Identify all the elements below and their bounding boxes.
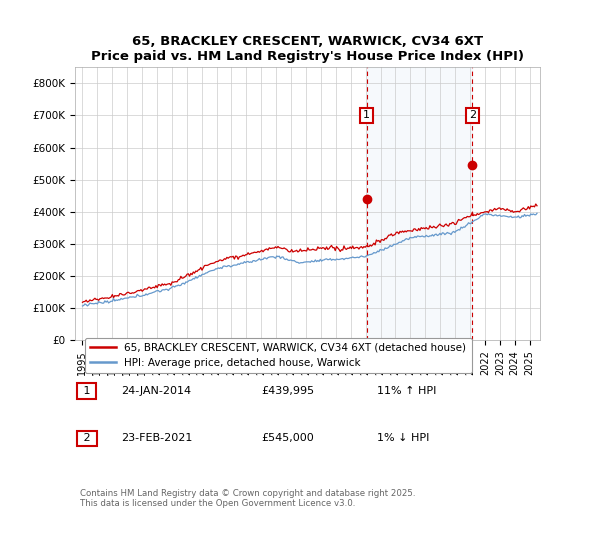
Text: 2: 2 bbox=[80, 433, 94, 444]
Text: Contains HM Land Registry data © Crown copyright and database right 2025.
This d: Contains HM Land Registry data © Crown c… bbox=[80, 489, 415, 508]
Text: 23-FEB-2021: 23-FEB-2021 bbox=[121, 433, 193, 444]
Text: 1: 1 bbox=[80, 386, 94, 396]
Text: 2: 2 bbox=[469, 110, 476, 120]
Text: 24-JAN-2014: 24-JAN-2014 bbox=[121, 386, 191, 396]
Bar bbox=[367, 67, 472, 340]
Text: 11% ↑ HPI: 11% ↑ HPI bbox=[377, 386, 437, 396]
Text: 1: 1 bbox=[363, 110, 370, 120]
Text: 1% ↓ HPI: 1% ↓ HPI bbox=[377, 433, 430, 444]
Text: £439,995: £439,995 bbox=[261, 386, 314, 396]
Title: 65, BRACKLEY CRESCENT, WARWICK, CV34 6XT
Price paid vs. HM Land Registry's House: 65, BRACKLEY CRESCENT, WARWICK, CV34 6XT… bbox=[91, 35, 524, 63]
Legend: 65, BRACKLEY CRESCENT, WARWICK, CV34 6XT (detached house), HPI: Average price, d: 65, BRACKLEY CRESCENT, WARWICK, CV34 6XT… bbox=[85, 338, 472, 373]
Text: £545,000: £545,000 bbox=[261, 433, 314, 444]
